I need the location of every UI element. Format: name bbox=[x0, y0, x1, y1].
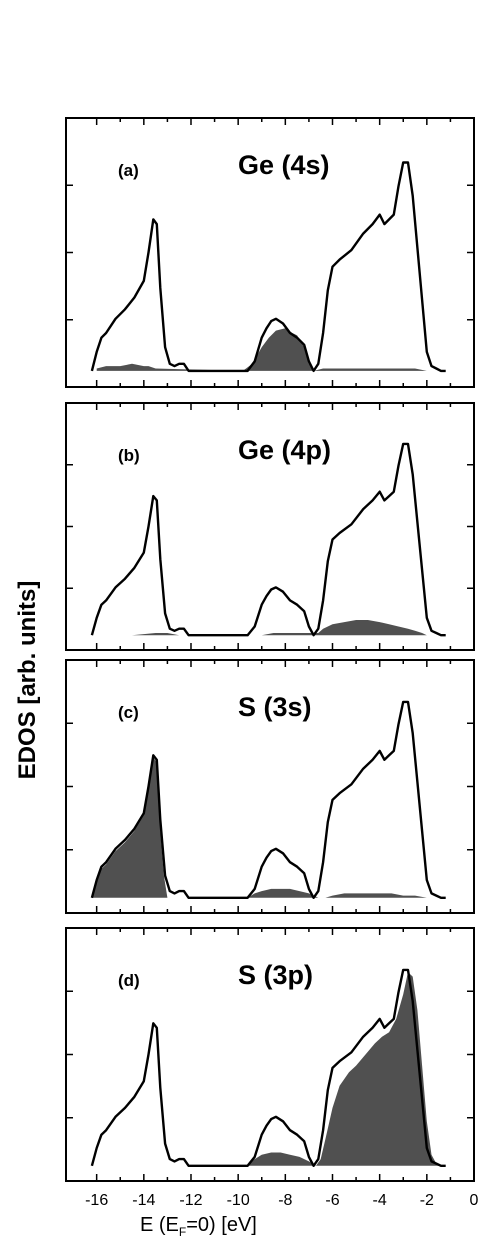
panel-a-total-dos-line bbox=[90, 161, 446, 373]
panel-d-total-dos-line bbox=[90, 968, 446, 1167]
panel-c-label: (c) bbox=[118, 703, 139, 722]
panel-b-total-dos-line bbox=[90, 442, 446, 637]
x-tick-label: -14 bbox=[132, 1192, 155, 1209]
panel-a-partial-dos-fill bbox=[96, 328, 427, 371]
panel-d-label: (d) bbox=[118, 971, 140, 990]
panel-a-label: (a) bbox=[118, 161, 139, 180]
panel-c-title: S (3s) bbox=[238, 692, 312, 722]
x-axis-label-subscript: F bbox=[178, 1225, 187, 1239]
y-axis-label-container: EDOS [arb. units] bbox=[8, 520, 48, 840]
panel-a-title: Ge (4s) bbox=[238, 150, 330, 180]
panel-c-partial-dos-fill bbox=[91, 757, 427, 898]
x-axis-label-tail: =0) [eV] bbox=[186, 1214, 257, 1236]
x-tick-label: -16 bbox=[85, 1192, 108, 1209]
panel-b-label: (b) bbox=[118, 446, 140, 465]
x-tick-label: 0 bbox=[470, 1192, 479, 1209]
x-tick-label: -10 bbox=[227, 1192, 250, 1209]
x-tick-label: -12 bbox=[179, 1192, 202, 1209]
panel-c-total-dos-line bbox=[90, 700, 446, 899]
panel-b-partial-dos-fill bbox=[132, 620, 427, 636]
y-axis-label: EDOS [arb. units] bbox=[14, 580, 41, 780]
x-axis-label-main: E (E bbox=[140, 1214, 179, 1236]
x-tick-label: -6 bbox=[325, 1192, 339, 1209]
panel-d-partial-dos-fill bbox=[247, 972, 441, 1166]
x-tick-label: -2 bbox=[420, 1192, 434, 1209]
panel-b-title: Ge (4p) bbox=[238, 435, 331, 465]
panel-d-title: S (3p) bbox=[238, 960, 313, 990]
x-tick-label: -8 bbox=[278, 1192, 292, 1209]
x-tick-label: -4 bbox=[373, 1192, 387, 1209]
x-axis-label: E (EF=0) [eV] bbox=[140, 1214, 257, 1239]
